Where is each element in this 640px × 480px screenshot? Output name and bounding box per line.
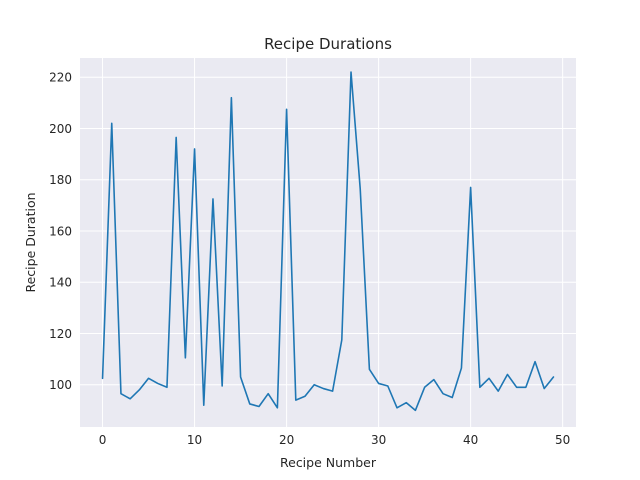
- x-tick-label: 50: [555, 433, 570, 447]
- x-axis-label: Recipe Number: [280, 455, 377, 470]
- y-tick-label: 140: [49, 276, 72, 290]
- y-axis-label: Recipe Duration: [23, 192, 38, 292]
- x-tick-label: 40: [463, 433, 478, 447]
- x-tick-labels: 0 10 20 30 40 50: [99, 433, 571, 447]
- x-tick-label: 30: [371, 433, 386, 447]
- series-line: [101, 71, 555, 412]
- y-tick-label: 100: [49, 378, 72, 392]
- series-group: [101, 71, 555, 412]
- x-tick-label: 0: [99, 433, 107, 447]
- x-tick-label: 10: [187, 433, 202, 447]
- chart-title: Recipe Durations: [264, 35, 392, 53]
- x-tick-label: 20: [279, 433, 294, 447]
- y-tick-label: 120: [49, 327, 72, 341]
- y-tick-label: 220: [49, 71, 72, 85]
- y-tick-label: 200: [49, 122, 72, 136]
- plot-background: [80, 58, 576, 427]
- y-tick-labels: 100 120 140 160 180 200 220: [49, 71, 72, 393]
- y-tick-label: 180: [49, 173, 72, 187]
- y-tick-label: 160: [49, 224, 72, 238]
